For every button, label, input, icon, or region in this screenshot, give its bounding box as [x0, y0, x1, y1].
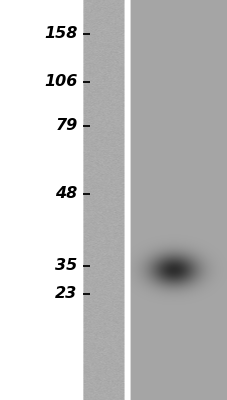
Text: 23: 23 — [55, 286, 77, 302]
Text: 48: 48 — [55, 186, 77, 202]
Text: 79: 79 — [55, 118, 77, 134]
Text: 35: 35 — [55, 258, 77, 274]
Text: 106: 106 — [44, 74, 77, 90]
Text: 158: 158 — [44, 26, 77, 42]
